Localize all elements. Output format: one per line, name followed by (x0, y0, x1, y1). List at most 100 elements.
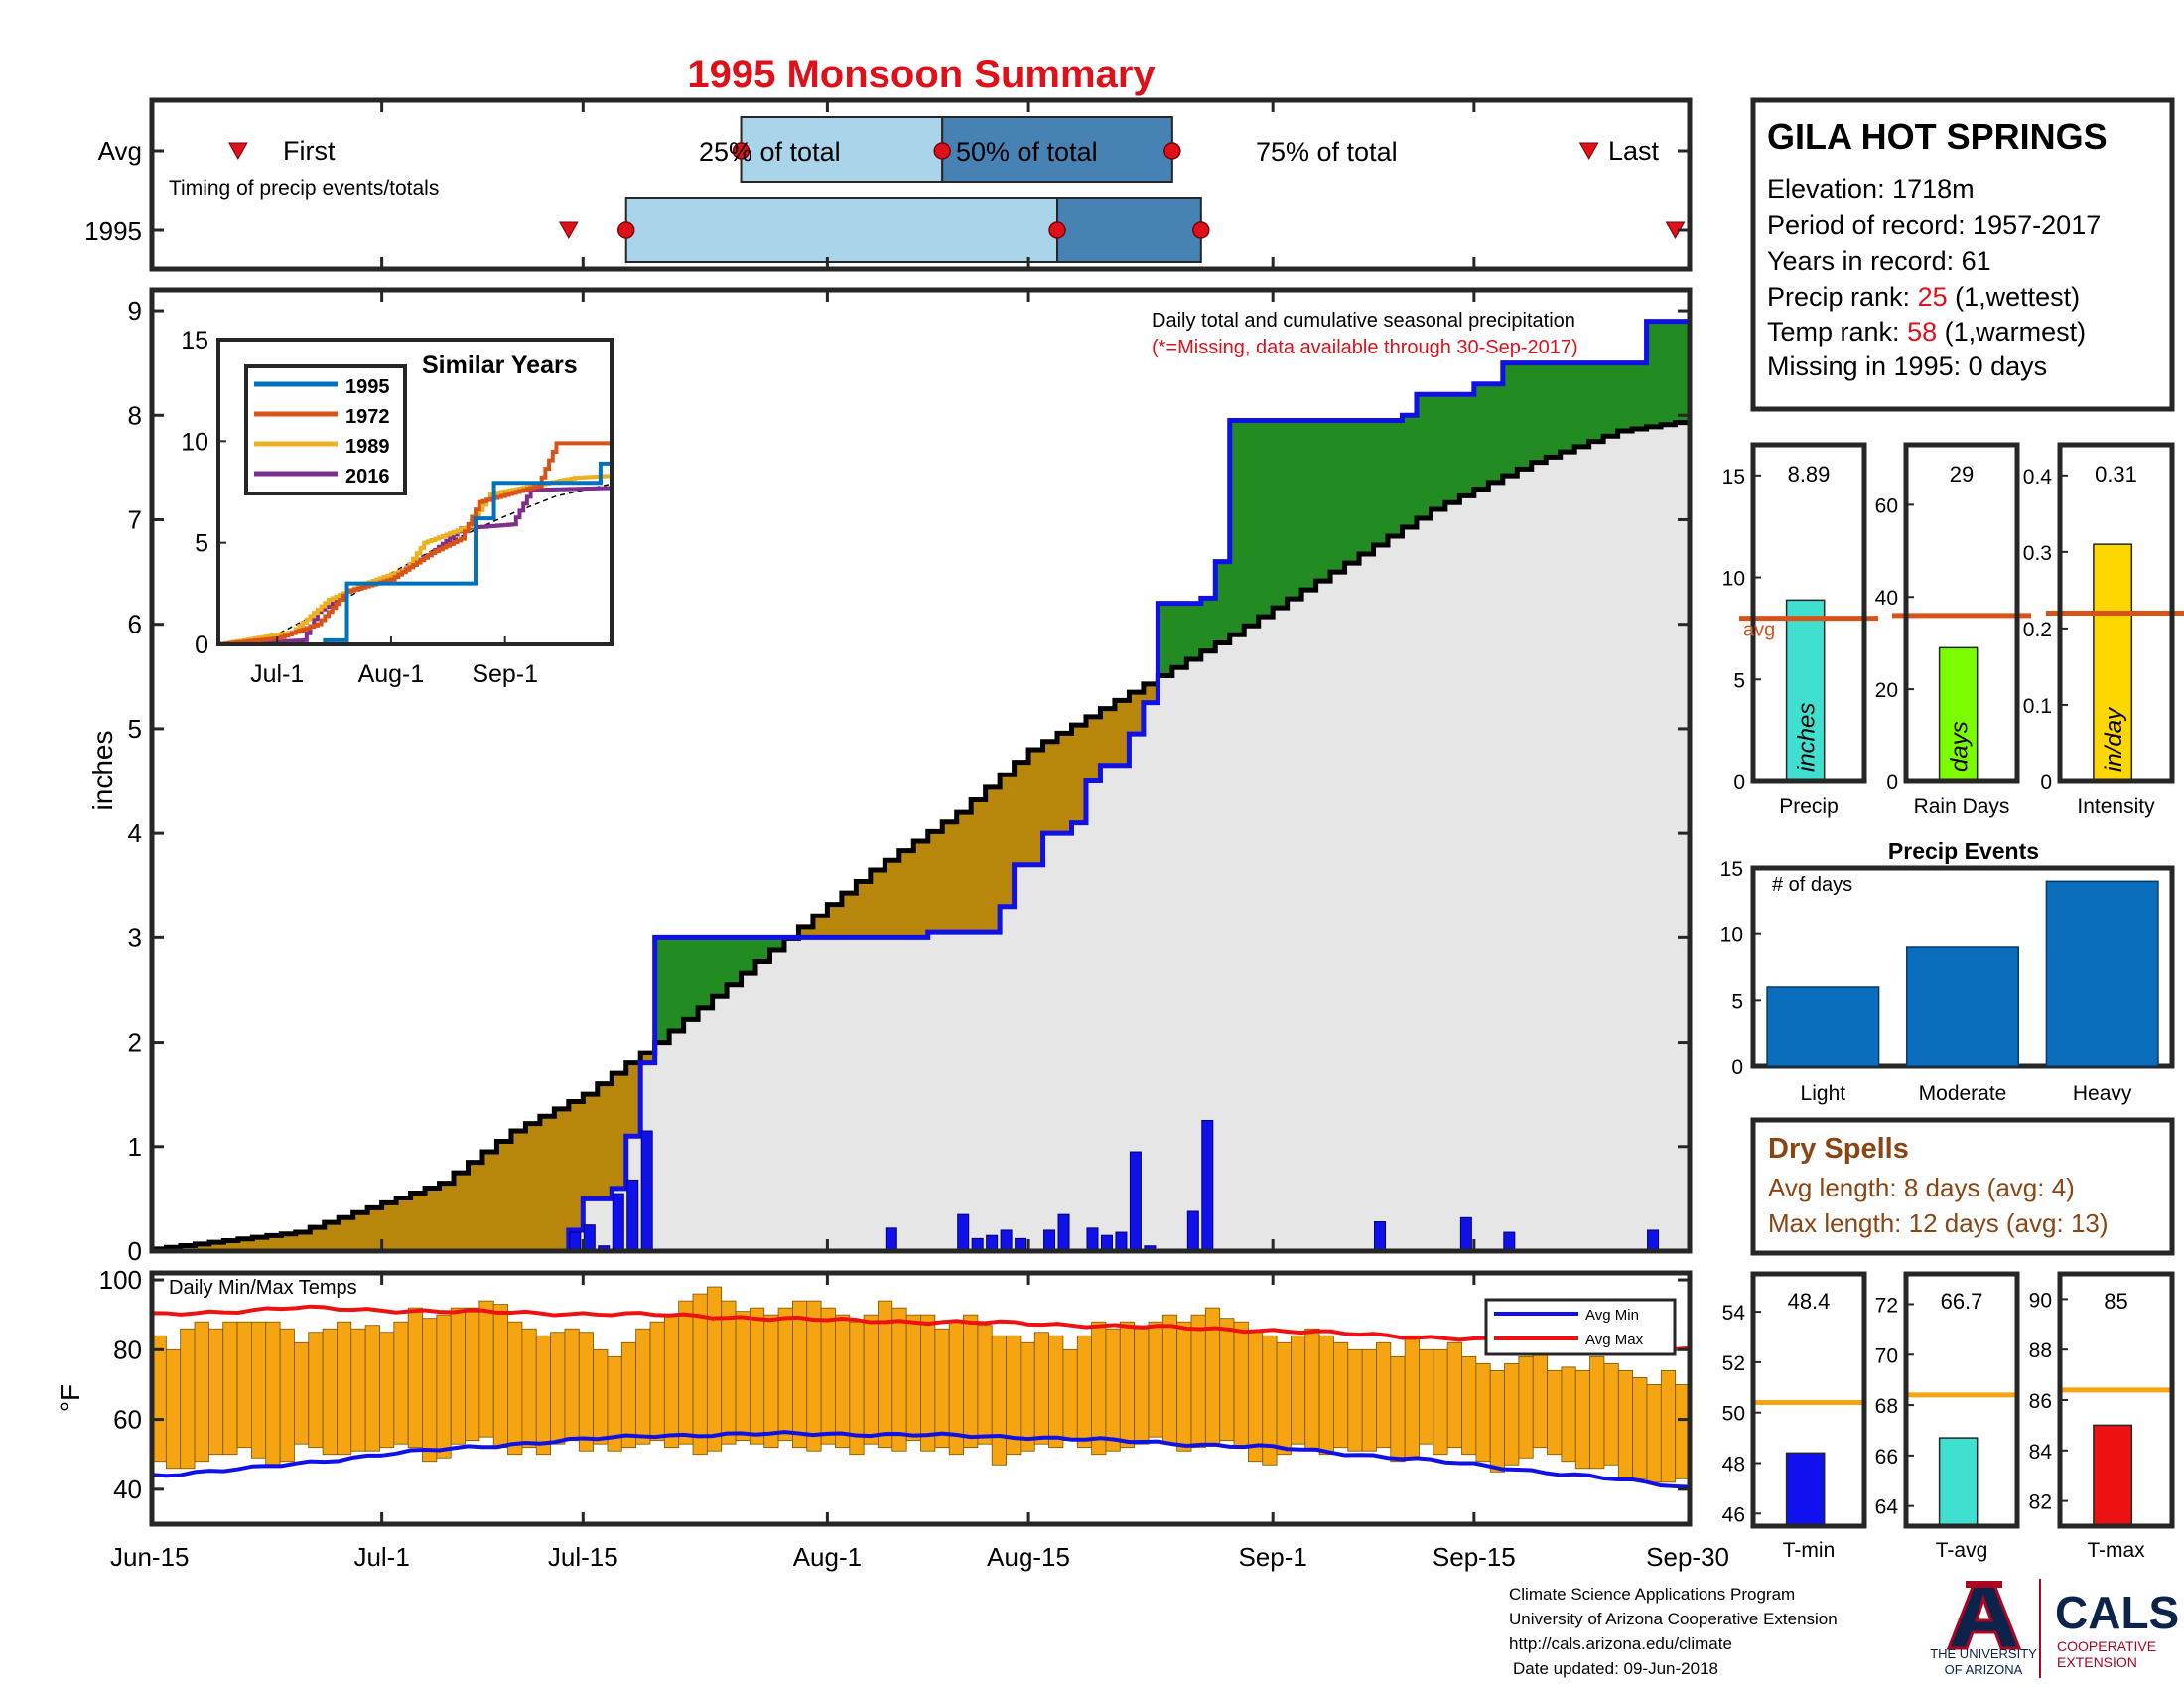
tavg-temp-bar (1938, 1437, 1979, 1527)
daily-temp-range-bar (635, 1328, 651, 1445)
intensity-stat-frame (2057, 442, 2175, 784)
footer-line-3: http://cals.arizona.edu/climate (1509, 1634, 1732, 1653)
deficit-band (612, 1073, 627, 1189)
surplus-band (1344, 420, 1360, 564)
daily-temp-range-bar (835, 1314, 851, 1449)
main-frame (149, 287, 1693, 1254)
tmin-temp-label: T-min (1783, 1539, 1836, 1562)
tavg-temp-y-tick-label: 70 (1875, 1344, 1898, 1367)
precip-stat-chart: 0 5 10 15 8.89 Precip inches avg (1722, 442, 1878, 818)
daily-temp-range-bar (934, 1328, 950, 1449)
cumulative-1995-line (152, 319, 1690, 1251)
precip-events-chart: Precip Events Light Moderate Heavy 0 5 10 15 #… (1720, 838, 2175, 1105)
deficit-band (898, 850, 914, 938)
legend-label-1972: 1972 (345, 406, 390, 428)
daily-temp-range-bar (1433, 1348, 1448, 1456)
tmin-temp-frame (1750, 1271, 1867, 1529)
legend-avg-max-label: Avg Max (1585, 1332, 1644, 1348)
tavg-temp-y-tick-label: 66 (1875, 1446, 1898, 1469)
deficit-band (310, 1227, 326, 1251)
temp-y-tick-label: 60 (113, 1405, 142, 1435)
daily-temp-range-bar (721, 1300, 737, 1445)
deficit-band (798, 926, 814, 938)
cals-coop-line-2: EXTENSION (2057, 1654, 2137, 1670)
deficit-band (583, 1094, 599, 1199)
avg-word-label: avg (1743, 620, 1775, 641)
daily-temp-range-bar (1219, 1318, 1235, 1442)
deficit-band (439, 1183, 455, 1251)
deficit-band (410, 1193, 426, 1251)
y-tick-label: 6 (128, 610, 142, 639)
precip-stat-value: 8.89 (1788, 462, 1831, 487)
daily-temp-range-bar (649, 1321, 665, 1442)
surplus-band (1459, 394, 1475, 496)
missing-caption: (*=Missing, data available through 30-Se… (1152, 337, 1578, 358)
intensity-stat-chart: 0 0.1 0.2 0.3 0.4 0.31 Intensity in/day (2023, 442, 2184, 818)
daily-temp-range-bar (1304, 1328, 1320, 1452)
surplus-band (1373, 420, 1389, 546)
daily-precip-bar (626, 1179, 639, 1251)
similar-years-inset: 0 5 10 15 Jul-1 Aug-1 Sep-1 Similar Years 1995… (181, 327, 614, 688)
daily-temp-range-bar (735, 1311, 751, 1442)
surplus-band (698, 937, 714, 1008)
daily-precip-bar (1057, 1213, 1070, 1251)
x-tick-label: Aug-15 (987, 1542, 1070, 1572)
avg-50-75-box (941, 116, 1173, 183)
ua-logo-line-1: THE UNIVERSITY (1930, 1646, 2037, 1661)
daily-temp-range-bar (322, 1328, 338, 1456)
daily-precip-bar (1144, 1245, 1157, 1251)
daily-temp-range-bar (550, 1332, 566, 1445)
y-tick-label: 7 (128, 504, 142, 534)
deficit-band (1057, 733, 1073, 834)
x-tick-label: Jul-1 (353, 1542, 409, 1572)
daily-temp-range-bar (379, 1332, 395, 1449)
inset-title: Similar Years (422, 352, 578, 379)
surplus-band (1273, 420, 1289, 609)
daily-precip-bar (1374, 1221, 1387, 1251)
legend-avg-min-label: Avg Min (1585, 1307, 1639, 1324)
tmax-temp-y-tick-label: 84 (2029, 1441, 2053, 1464)
dry-frame (1750, 1117, 2175, 1256)
deficit-band (956, 812, 972, 933)
x-tick-label: Jun-15 (110, 1542, 190, 1572)
deficit-band (454, 1173, 470, 1251)
dry-avg-length: Avg length: 8 days (avg: 4) (1768, 1173, 2075, 1202)
surplus-band (1675, 321, 1690, 423)
surplus-band (1546, 362, 1562, 458)
intensity-y-tick-label: 0.2 (2023, 619, 2052, 641)
ua-a-mark-icon (1946, 1581, 2022, 1650)
daily-temp-range-bar (1419, 1348, 1434, 1445)
daily-temp-range-bar (1105, 1328, 1121, 1452)
y-tick-label: 1 (128, 1132, 142, 1162)
daily-temp-range-bar (1291, 1335, 1306, 1445)
last-label: Last (1608, 136, 1660, 166)
footer-line-2: University of Arizona Cooperative Extens… (1509, 1610, 1838, 1628)
tmin-temp-y-tick-label: 50 (1722, 1403, 1745, 1426)
timing-caption: Timing of precip events/totals (169, 177, 439, 200)
rain_days-stat-value: 29 (1950, 462, 1974, 487)
deficit-band (1143, 683, 1159, 703)
surplus-band (755, 937, 771, 962)
temp-y-label: °F (55, 1384, 85, 1412)
deficit-band (1014, 762, 1029, 865)
surplus-band (1258, 420, 1274, 618)
deficit-band (568, 1101, 584, 1230)
daily-precip-bar (1043, 1229, 1056, 1251)
daily-temp-range-bar (1589, 1355, 1605, 1470)
deficit-band (339, 1217, 354, 1251)
dry-max-length: Max length: 12 days (avg: 13) (1768, 1208, 2109, 1238)
surplus-band (1359, 420, 1375, 555)
surplus-band (1215, 561, 1231, 643)
deficit-band (640, 1053, 656, 1063)
deficit-band (625, 1062, 641, 1137)
daily-temp-range-bar (350, 1328, 366, 1452)
daily-temp-range-bar (507, 1321, 523, 1456)
y-tick-label: 5 (128, 714, 142, 744)
daily-temp-range-bar (422, 1318, 438, 1463)
surplus-band (769, 937, 785, 950)
tmax-temp-stat: 82 84 86 88 90 85 T-max (2029, 1271, 2175, 1562)
events-y-label: # of days (1772, 874, 1852, 896)
events-y-tick-label: 10 (1720, 924, 1743, 947)
daily-precip-bar (1201, 1119, 1214, 1251)
surplus-band (1431, 394, 1446, 509)
